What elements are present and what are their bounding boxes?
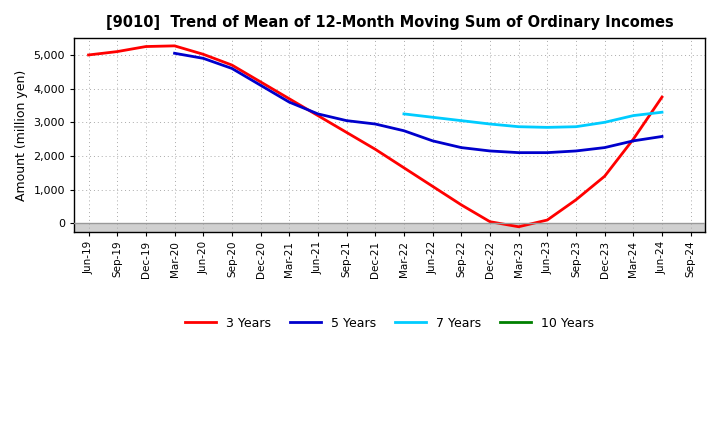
5 Years bbox=[371, 121, 379, 127]
5 Years bbox=[543, 150, 552, 155]
3 Years bbox=[285, 96, 294, 101]
7 Years bbox=[514, 124, 523, 129]
7 Years bbox=[657, 110, 666, 115]
Line: 5 Years: 5 Years bbox=[174, 53, 662, 153]
5 Years bbox=[256, 83, 265, 88]
3 Years bbox=[657, 95, 666, 100]
3 Years bbox=[543, 217, 552, 223]
5 Years bbox=[428, 138, 437, 143]
3 Years bbox=[428, 183, 437, 189]
7 Years bbox=[457, 118, 466, 123]
Line: 3 Years: 3 Years bbox=[89, 46, 662, 227]
3 Years bbox=[400, 165, 408, 170]
3 Years bbox=[84, 52, 93, 58]
3 Years bbox=[142, 44, 150, 49]
5 Years bbox=[285, 99, 294, 105]
5 Years bbox=[199, 56, 207, 61]
7 Years bbox=[400, 111, 408, 117]
3 Years bbox=[629, 136, 638, 142]
3 Years bbox=[600, 174, 609, 179]
3 Years bbox=[342, 130, 351, 135]
7 Years bbox=[543, 125, 552, 130]
3 Years bbox=[314, 113, 323, 118]
3 Years bbox=[228, 62, 236, 68]
5 Years bbox=[657, 134, 666, 139]
Bar bbox=[74, 224, 705, 232]
Legend: 3 Years, 5 Years, 7 Years, 10 Years: 3 Years, 5 Years, 7 Years, 10 Years bbox=[180, 312, 599, 335]
3 Years bbox=[457, 202, 466, 208]
3 Years bbox=[256, 79, 265, 84]
7 Years bbox=[485, 121, 494, 127]
5 Years bbox=[514, 150, 523, 155]
5 Years bbox=[457, 145, 466, 150]
5 Years bbox=[629, 138, 638, 143]
7 Years bbox=[600, 120, 609, 125]
5 Years bbox=[228, 66, 236, 71]
7 Years bbox=[572, 124, 580, 129]
3 Years bbox=[572, 197, 580, 202]
5 Years bbox=[342, 118, 351, 123]
7 Years bbox=[629, 113, 638, 118]
5 Years bbox=[600, 145, 609, 150]
3 Years bbox=[170, 43, 179, 48]
5 Years bbox=[485, 148, 494, 154]
3 Years bbox=[199, 51, 207, 57]
Y-axis label: Amount (million yen): Amount (million yen) bbox=[15, 70, 28, 201]
7 Years bbox=[428, 115, 437, 120]
5 Years bbox=[572, 148, 580, 154]
3 Years bbox=[514, 224, 523, 229]
5 Years bbox=[400, 128, 408, 133]
3 Years bbox=[113, 49, 122, 54]
5 Years bbox=[314, 111, 323, 117]
5 Years bbox=[170, 51, 179, 56]
3 Years bbox=[485, 219, 494, 224]
Line: 7 Years: 7 Years bbox=[404, 112, 662, 127]
3 Years bbox=[371, 147, 379, 152]
Title: [9010]  Trend of Mean of 12-Month Moving Sum of Ordinary Incomes: [9010] Trend of Mean of 12-Month Moving … bbox=[106, 15, 673, 30]
